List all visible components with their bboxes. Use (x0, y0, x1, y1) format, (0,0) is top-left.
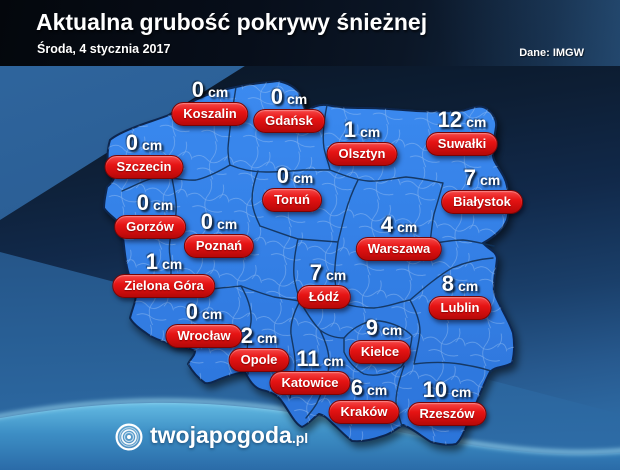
snow-depth-value: 0 cm (200, 209, 238, 234)
city-label-pill: Warszawa (355, 237, 443, 261)
snow-depth-value: 0 cm (125, 130, 163, 155)
station-krakow: 6 cm Kraków (328, 377, 400, 424)
station-lublin: 8 cm Lublin (428, 273, 492, 320)
city-label-pill: Olsztyn (326, 142, 398, 166)
station-bialystok: 7 cm Białystok (441, 167, 523, 214)
station-gdansk: 0 cm Gdańsk (253, 86, 325, 133)
city-label-pill: Katowice (269, 371, 351, 395)
station-rzeszow: 10 cm Rzeszów (407, 379, 487, 426)
city-label-pill: Opole (228, 348, 290, 372)
twojapogoda-logo-icon (115, 423, 143, 450)
twojapogoda-logo-text: twojapogoda.pl (150, 422, 309, 448)
snow-depth-value: 0 cm (185, 299, 223, 324)
snow-depth-value: 4 cm (380, 212, 418, 237)
data-source-label: Dane: IMGW (519, 47, 584, 59)
snow-depth-value: 9 cm (365, 315, 403, 340)
city-label-pill: Lublin (428, 296, 492, 320)
snow-depth-value: 6 cm (350, 375, 388, 400)
snow-depth-value: 8 cm (441, 271, 479, 296)
city-label-pill: Kielce (348, 340, 412, 364)
snow-depth-value: 0 cm (136, 190, 174, 215)
station-torun: 0 cm Toruń (262, 165, 322, 212)
snow-depth-value: 7 cm (309, 260, 347, 285)
city-label-pill: Gdańsk (253, 109, 325, 133)
station-koszalin: 0 cm Koszalin (171, 79, 249, 126)
station-szczecin: 0 cm Szczecin (104, 132, 184, 179)
snow-depth-value: 11 cm (296, 346, 344, 371)
city-label-pill: Białystok (441, 190, 523, 214)
station-lodz: 7 cm Łódź (296, 262, 352, 309)
station-poznan: 0 cm Poznań (183, 211, 255, 258)
station-olsztyn: 1 cm Olsztyn (326, 119, 398, 166)
station-wroclaw: 0 cm Wrocław (165, 301, 243, 348)
snow-depth-value: 10 cm (422, 377, 472, 402)
twojapogoda-logo: twojapogoda.pl (115, 421, 308, 452)
snow-depth-value: 0 cm (276, 163, 314, 188)
city-label-pill: Szczecin (104, 155, 184, 179)
snow-depth-value: 7 cm (463, 165, 501, 190)
city-label-pill: Rzeszów (407, 402, 487, 426)
station-kielce: 9 cm Kielce (348, 317, 412, 364)
city-label-pill: Toruń (262, 188, 322, 212)
station-zielona-gora: 1 cm Zielona Góra (112, 251, 216, 298)
snow-depth-value: 0 cm (270, 84, 308, 109)
logo-tld: .pl (291, 430, 309, 446)
date-label: Środa, 4 stycznia 2017 (37, 42, 171, 56)
city-label-pill: Gorzów (114, 215, 186, 239)
station-opole: 2 cm Opole (228, 325, 290, 372)
city-label-pill: Poznań (183, 234, 255, 258)
city-label-pill: Koszalin (171, 102, 249, 126)
city-label-pill: Łódź (296, 285, 352, 309)
page-title: Aktualna grubość pokrywy śnieżnej (36, 9, 428, 35)
station-gorzow: 0 cm Gorzów (114, 192, 186, 239)
station-warszawa: 4 cm Warszawa (355, 214, 443, 261)
snow-depth-value: 1 cm (145, 249, 183, 274)
station-katowice: 11 cm Katowice (269, 348, 351, 395)
snow-depth-value: 12 cm (437, 107, 487, 132)
city-label-pill: Zielona Góra (112, 274, 216, 298)
snow-depth-value: 1 cm (343, 117, 381, 142)
station-suwalki: 12 cm Suwałki (425, 109, 499, 156)
snow-depth-value: 0 cm (191, 77, 229, 102)
city-label-pill: Suwałki (425, 132, 499, 156)
snow-depth-value: 2 cm (240, 323, 278, 348)
header-band (0, 0, 620, 66)
city-label-pill: Kraków (328, 400, 400, 424)
city-label-pill: Wrocław (165, 324, 243, 348)
